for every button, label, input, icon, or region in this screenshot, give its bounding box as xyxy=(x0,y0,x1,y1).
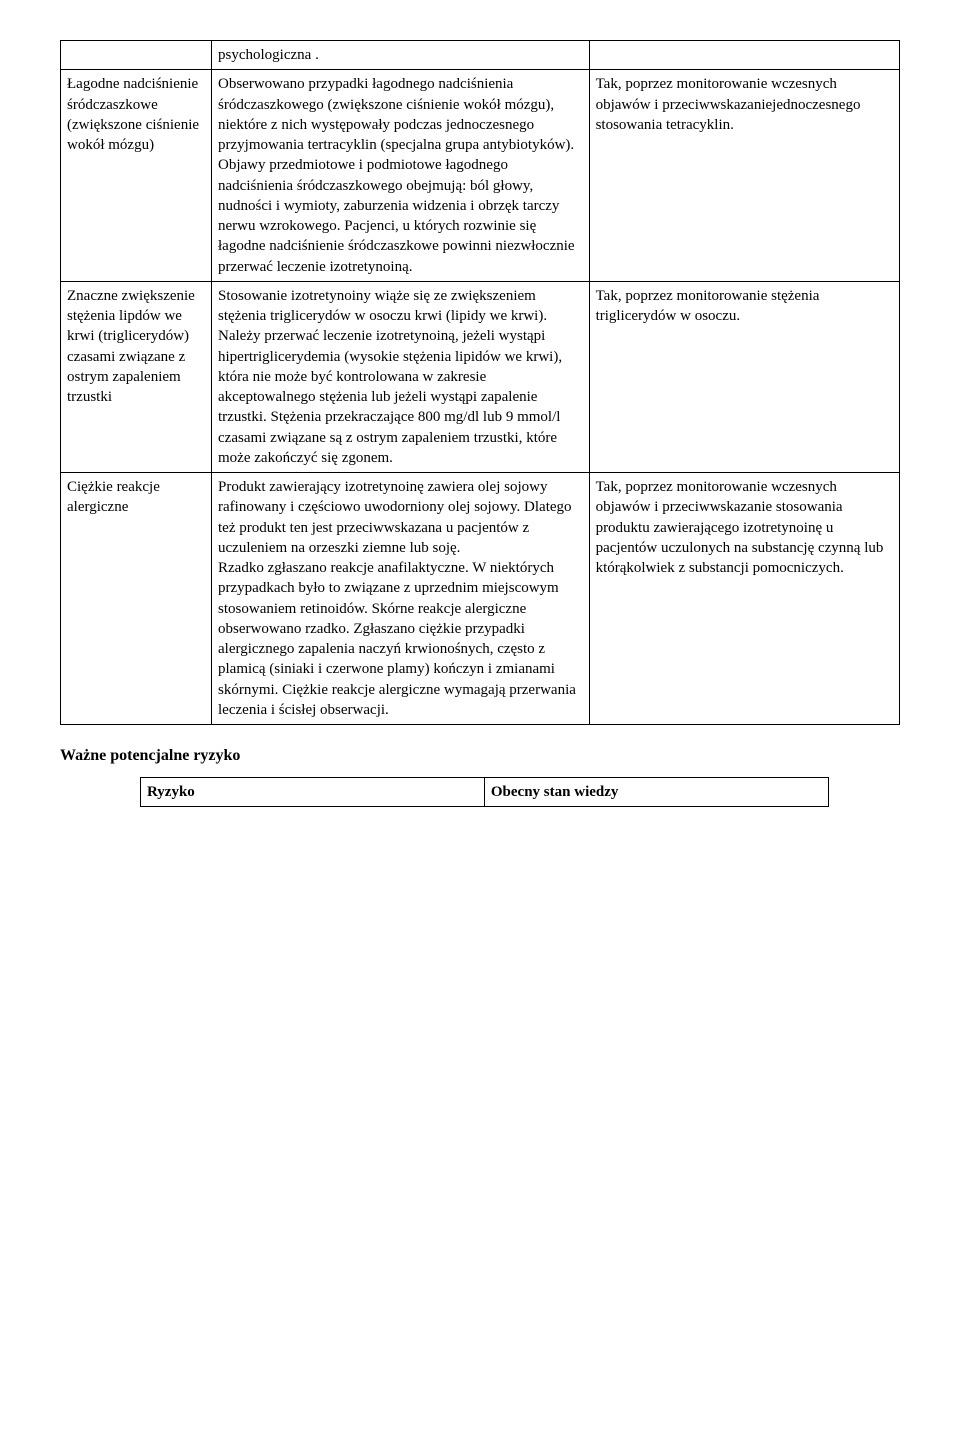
cell-description: Stosowanie izotretynoiny wiąże się ze zw… xyxy=(212,281,590,472)
table-header-row: Ryzyko Obecny stan wiedzy xyxy=(141,777,829,806)
table-row: psychologiczna . xyxy=(61,41,900,70)
cell-description: Produkt zawierający izotretynoinę zawier… xyxy=(212,473,590,725)
header-risk: Ryzyko xyxy=(141,777,485,806)
medication-risk-table: psychologiczna . Łagodne nadciśnienie śr… xyxy=(60,40,900,725)
cell-condition: Znaczne zwiększenie stężenia lipdów we k… xyxy=(61,281,212,472)
potential-risk-table: Ryzyko Obecny stan wiedzy xyxy=(140,777,829,807)
section-heading: Ważne potencjalne ryzyko xyxy=(60,745,900,767)
header-knowledge: Obecny stan wiedzy xyxy=(484,777,828,806)
table-row: Znaczne zwiększenie stężenia lipdów we k… xyxy=(61,281,900,472)
cell-mitigation: Tak, poprzez monitorowanie wczesnych obj… xyxy=(589,70,899,282)
cell-condition: Ciężkie reakcje alergiczne xyxy=(61,473,212,725)
table-row: Ciężkie reakcje alergiczne Produkt zawie… xyxy=(61,473,900,725)
cell-description: Obserwowano przypadki łagodnego nadciśni… xyxy=(212,70,590,282)
cell-description: psychologiczna . xyxy=(212,41,590,70)
table-row: Łagodne nadciśnienie śródczaszkowe (zwię… xyxy=(61,70,900,282)
cell-mitigation: Tak, poprzez monitorowanie wczesnych obj… xyxy=(589,473,899,725)
cell-mitigation xyxy=(589,41,899,70)
cell-condition xyxy=(61,41,212,70)
cell-mitigation: Tak, poprzez monitorowanie stężenia trig… xyxy=(589,281,899,472)
cell-condition: Łagodne nadciśnienie śródczaszkowe (zwię… xyxy=(61,70,212,282)
